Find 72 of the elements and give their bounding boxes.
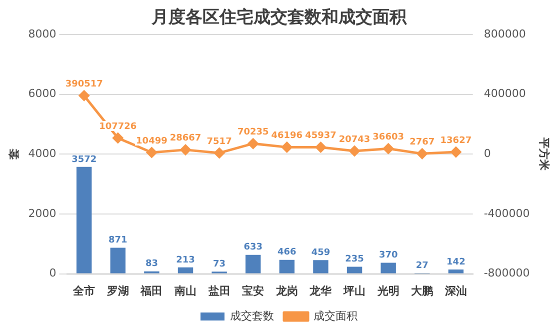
point [282,142,292,152]
point [112,132,124,144]
data-label: 459 [311,248,330,258]
y-tick-label: 8000 [28,27,56,40]
bar [279,260,295,274]
x-tick-label: 宝安 [242,284,264,298]
y2-tick-label: 400000 [484,87,526,100]
legend-label: 成交套数 [230,309,274,322]
data-label: 3572 [72,154,97,165]
point [315,142,326,152]
x-tick-label: 大鹏 [411,284,434,298]
x-tick-label: 龙华 [308,284,333,298]
x-tick-label: 龙岗 [274,284,298,298]
x-tick-label: 福田 [140,284,163,298]
data-label: 390517 [65,80,103,90]
data-label: 83 [145,259,158,270]
point [450,146,462,158]
data-label: 142 [446,257,466,268]
bar [380,262,396,274]
data-label: 107726 [99,122,137,132]
data-label: 871 [108,236,128,246]
point [383,143,394,154]
data-label: 466 [278,248,296,258]
data-label: 27 [416,260,428,271]
y-tick-label: 4000 [28,146,56,160]
point [349,146,360,156]
point [416,148,428,159]
y2-tick-label: 800000 [484,27,526,40]
bar [110,248,126,274]
point [214,148,225,158]
data-label: 213 [176,255,195,266]
bar [178,267,194,274]
y-axis-title: 套 [7,148,20,161]
x-tick-label: 深汕 [444,284,467,298]
y-tick-label: 0 [49,266,56,280]
y2-tick-label: -400000 [484,206,530,220]
data-label: 633 [244,242,263,253]
data-label: 20743 [338,134,370,145]
data-label: 7517 [206,136,232,147]
data-label: 70235 [237,127,269,138]
data-label: 2767 [410,138,435,148]
data-label: 36603 [372,132,404,142]
data-label: 46196 [271,131,303,142]
y-tick-label: 6000 [28,87,56,100]
x-tick-label: 南山 [174,284,197,298]
bar [76,166,92,274]
bar [313,260,328,274]
x-tick-label: 坪山 [342,284,366,298]
data-label: 10499 [136,136,168,146]
point [146,147,157,158]
y-tick-label: 2000 [28,206,56,220]
x-tick-label: 光明 [376,284,400,298]
chart-title: 月度各区住宅成交套数和成交面积 [150,8,408,28]
y2-axis-title: 平方米 [538,136,551,172]
x-tick-label: 罗湖 [106,284,129,298]
data-label: 370 [378,250,398,261]
data-label: 45937 [305,131,336,142]
legend-label: 成交面积 [314,309,358,322]
y2-tick-label: -800000 [484,266,530,280]
point [78,90,90,101]
bar [448,270,464,274]
x-tick-label: 全市 [72,284,96,298]
data-label: 235 [345,254,364,265]
point [248,138,258,149]
data-label: 28667 [170,134,202,144]
y2-tick-label: 0 [484,146,491,160]
data-label: 13627 [440,136,472,146]
point [180,144,191,156]
bar [346,266,362,274]
data-label: 73 [213,259,226,270]
x-tick-label: 盐田 [207,284,230,298]
bar [246,254,261,274]
